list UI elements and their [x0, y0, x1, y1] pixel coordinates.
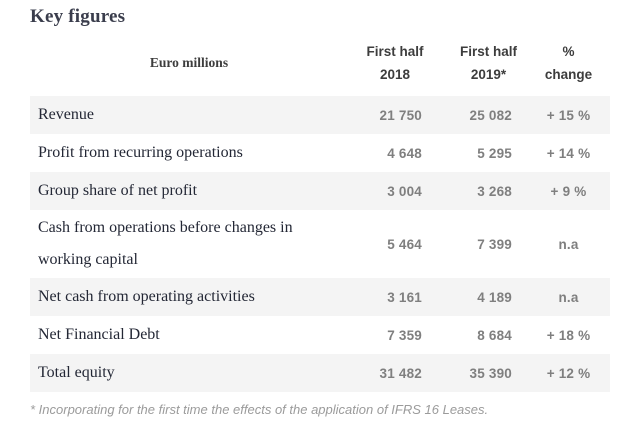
page-title: Key figures — [30, 6, 126, 27]
row-label: Revenue — [38, 106, 94, 123]
table-row: Cash from operations before changes in w… — [30, 210, 610, 278]
column-header-percent-change: % change — [527, 40, 610, 86]
column-header-line-2: 2019* — [470, 67, 507, 82]
value-first-half-2018: 31 482 — [379, 365, 422, 381]
row-label: Profit from recurring operations — [38, 144, 243, 161]
key-figures-table: Euro millions First half 2018 First half… — [30, 30, 610, 392]
table-row: Group share of net profit 3 004 3 268 + … — [30, 172, 610, 210]
table-row: Net cash from operating activities 3 161… — [30, 278, 610, 316]
value-first-half-2018: 21 750 — [379, 107, 422, 123]
row-label: Total equity — [38, 364, 115, 381]
table-row: Revenue 21 750 25 082 + 15 % — [30, 96, 610, 134]
value-percent-change: + 12 % — [546, 365, 591, 381]
value-first-half-2018: 3 161 — [387, 289, 422, 305]
value-percent-change: + 14 % — [546, 145, 591, 161]
value-percent-change: n.a — [558, 236, 579, 252]
table-body: Revenue 21 750 25 082 + 15 % Profit from… — [30, 96, 610, 392]
column-header-line-1: First half — [459, 44, 517, 59]
value-first-half-2018: 5 464 — [387, 236, 422, 252]
value-first-half-2019: 25 082 — [469, 107, 512, 123]
table-row: Profit from recurring operations 4 648 5… — [30, 134, 610, 172]
value-first-half-2018: 7 359 — [387, 327, 422, 343]
value-first-half-2019: 35 390 — [469, 365, 512, 381]
value-percent-change: + 9 % — [550, 183, 587, 199]
value-first-half-2019: 3 268 — [477, 183, 512, 199]
value-percent-change: + 18 % — [546, 327, 591, 343]
row-label: Group share of net profit — [38, 182, 198, 199]
table-header-row: Euro millions First half 2018 First half… — [30, 30, 610, 96]
column-header-first-half-2018: First half 2018 — [340, 40, 450, 86]
column-header-line-1: % — [562, 44, 575, 59]
table-row: Total equity 31 482 35 390 + 12 % — [30, 354, 610, 392]
row-label: Net cash from operating activities — [38, 288, 255, 305]
row-label: Net Financial Debt — [38, 326, 160, 343]
value-first-half-2019: 7 399 — [477, 236, 512, 252]
table-row: Net Financial Debt 7 359 8 684 + 18 % — [30, 316, 610, 354]
footnote: * Incorporating for the first time the e… — [30, 402, 489, 417]
row-label: Cash from operations before changes in w… — [38, 219, 293, 268]
column-header-line-1: First half — [366, 44, 424, 59]
column-header-line-2: change — [544, 67, 593, 82]
column-header-euro-millions: Euro millions — [149, 55, 229, 70]
value-first-half-2019: 4 189 — [477, 289, 512, 305]
column-header-line-2: 2018 — [379, 67, 411, 82]
value-first-half-2019: 8 684 — [477, 327, 512, 343]
value-first-half-2018: 4 648 — [387, 145, 422, 161]
column-header-first-half-2019: First half 2019* — [450, 40, 527, 86]
value-percent-change: + 15 % — [546, 107, 591, 123]
value-first-half-2019: 5 295 — [477, 145, 512, 161]
value-first-half-2018: 3 004 — [387, 183, 422, 199]
value-percent-change: n.a — [558, 289, 579, 305]
